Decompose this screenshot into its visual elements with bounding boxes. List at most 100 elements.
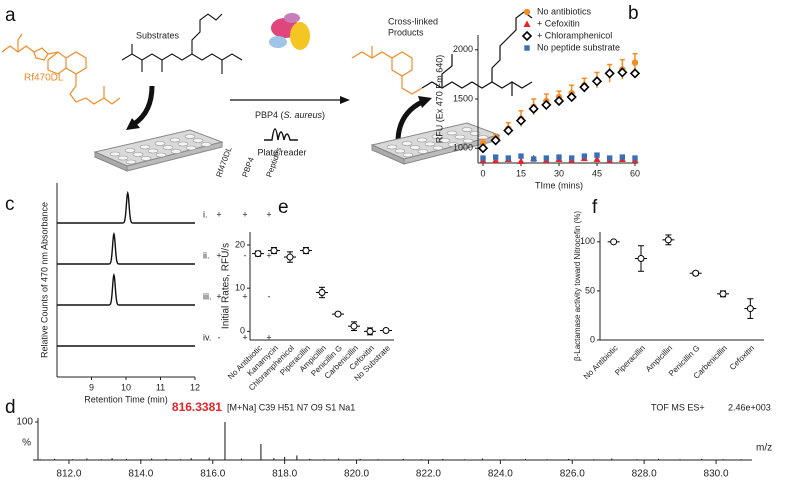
protein-domain — [284, 13, 300, 23]
condition-label: PBP4 — [240, 156, 256, 179]
presence-sign: + — [266, 332, 271, 342]
intensity: 2.46e+003 — [728, 402, 771, 412]
well — [147, 148, 159, 154]
well — [401, 141, 413, 146]
trace-label: iii. — [203, 291, 212, 301]
presence-sign: - — [218, 332, 221, 342]
x-tick-label: 30 — [554, 168, 564, 178]
well — [132, 152, 144, 157]
trace — [57, 190, 195, 224]
formula: [M+Na] C39 H51 N7 O9 S1 Na1 — [227, 402, 355, 412]
well — [192, 138, 204, 143]
well — [200, 142, 212, 147]
point — [606, 155, 613, 161]
x-tick-label: 824.0 — [488, 469, 513, 480]
point — [492, 156, 500, 164]
panel-label: e — [278, 197, 289, 218]
point — [692, 269, 700, 277]
point — [619, 154, 626, 160]
enzyme-label: PBP4 (S. aureus) — [255, 110, 325, 120]
well — [386, 144, 398, 150]
point — [518, 153, 524, 159]
organism-text: S. aureus — [283, 110, 322, 120]
point — [517, 157, 525, 165]
x-tick-label: 15 — [516, 168, 526, 178]
point — [629, 68, 641, 79]
y-tick-label: 0 — [590, 334, 595, 344]
bond — [441, 54, 453, 88]
well — [416, 137, 428, 143]
reader-label: Plate reader — [257, 147, 306, 157]
x-tick-label: 820.0 — [344, 469, 369, 480]
point — [632, 155, 638, 161]
y-tick-label: 0 — [240, 326, 245, 336]
well — [169, 137, 181, 143]
x-tick-label: 822.0 — [416, 469, 441, 480]
bond — [69, 74, 105, 105]
well — [424, 141, 436, 147]
point — [382, 326, 390, 334]
point — [541, 99, 552, 111]
x-tick-label: 0 — [480, 168, 485, 178]
point — [579, 82, 590, 93]
well — [409, 145, 421, 150]
y-tick-label: 1000 — [453, 143, 473, 153]
well — [447, 142, 459, 147]
presence-sign: + — [266, 209, 271, 219]
x-tick-label: 10 — [121, 382, 131, 392]
bond — [421, 81, 533, 89]
well — [454, 134, 466, 140]
point — [515, 115, 527, 126]
point — [503, 125, 514, 136]
bond — [47, 51, 67, 75]
protein-domain — [269, 36, 287, 48]
point — [593, 155, 601, 163]
legend-marker — [524, 45, 530, 51]
plate — [370, 122, 501, 165]
trace-label: iv. — [203, 332, 211, 342]
well — [439, 138, 451, 143]
presence-sign: + — [216, 291, 221, 301]
presence-sign: + — [242, 291, 247, 301]
point — [505, 155, 512, 161]
products-label: Products — [388, 27, 424, 37]
point — [490, 135, 501, 146]
enzyme-text: PBP4 ( — [255, 110, 284, 120]
x-tick-label: 60 — [630, 168, 640, 178]
panel-label: d — [5, 397, 16, 418]
product-molecule — [351, 11, 533, 96]
y-tick-label: 100 — [580, 236, 595, 246]
well — [124, 148, 136, 153]
y-axis-label: Initial Rates, RFU/s — [221, 243, 232, 329]
trace-label: ii. — [203, 250, 210, 260]
point — [553, 95, 565, 107]
x-tick-label: 818.0 — [272, 469, 297, 480]
well — [162, 145, 174, 150]
bond — [191, 13, 223, 54]
y-tick-label: 1500 — [453, 93, 473, 103]
schematic: a Rf470DL Substrates — [1, 5, 533, 172]
presence-sign: + — [242, 209, 247, 219]
point — [254, 250, 262, 258]
reader-icon — [264, 128, 298, 141]
y-axis-label: % — [22, 438, 31, 449]
bond — [401, 76, 423, 95]
well — [125, 159, 137, 165]
well — [431, 134, 443, 139]
point — [477, 143, 489, 154]
y-tick-label: 20 — [235, 239, 245, 249]
legend-label: + Cefoxitin — [537, 18, 580, 28]
point — [604, 68, 615, 79]
point — [664, 236, 672, 244]
enzyme-text: ) — [322, 110, 325, 120]
point — [543, 155, 550, 161]
point — [334, 310, 342, 318]
rf-label: Rf470DL — [24, 73, 64, 84]
well — [154, 141, 166, 146]
legend-label: No antibiotics — [537, 6, 592, 16]
point — [480, 155, 486, 161]
bond — [351, 51, 413, 77]
point — [637, 255, 645, 263]
well — [170, 149, 182, 154]
x-tick-label: 812.0 — [56, 469, 81, 480]
